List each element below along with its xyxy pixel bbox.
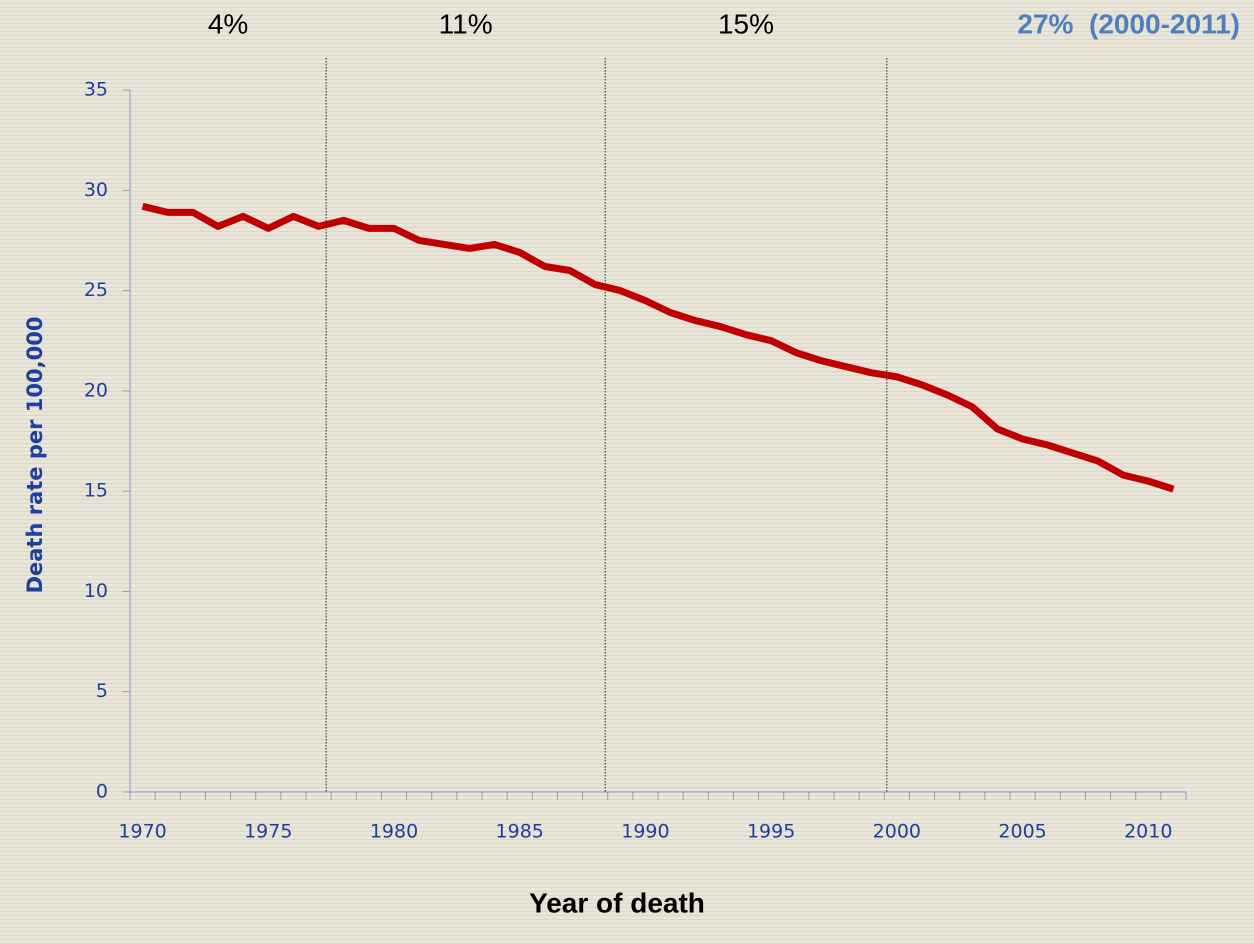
x-tick-label: 1970 xyxy=(118,821,166,843)
x-tick-label: 1990 xyxy=(621,821,669,843)
data-line xyxy=(141,202,1175,493)
y-tick-label: 30 xyxy=(84,179,108,201)
period-annotation: 15% xyxy=(718,8,774,39)
x-tick-label: 2005 xyxy=(998,821,1046,843)
y-tick-label: 10 xyxy=(84,580,108,602)
x-tick-label: 2000 xyxy=(873,821,921,843)
period-annotation: 27% (2000-2011) xyxy=(1017,8,1240,39)
y-tick-label: 5 xyxy=(96,680,108,702)
x-tick-label: 2010 xyxy=(1124,821,1172,843)
x-axis-label: Year of death xyxy=(529,887,705,918)
x-tick-label: 1985 xyxy=(496,821,544,843)
period-annotation: 4% xyxy=(208,8,248,39)
y-tick-label: 15 xyxy=(84,480,108,502)
y-tick-label: 20 xyxy=(84,379,108,401)
x-tick-label: 1995 xyxy=(747,821,795,843)
period-annotation: 11% xyxy=(439,8,493,39)
y-tick-label: 0 xyxy=(96,781,108,803)
y-axis-label: Death rate per 100,000 xyxy=(23,317,47,594)
x-tick-label: 1980 xyxy=(370,821,418,843)
y-tick-label: 25 xyxy=(84,279,108,301)
x-tick-label: 1975 xyxy=(244,821,292,843)
y-tick-label: 35 xyxy=(84,79,108,101)
